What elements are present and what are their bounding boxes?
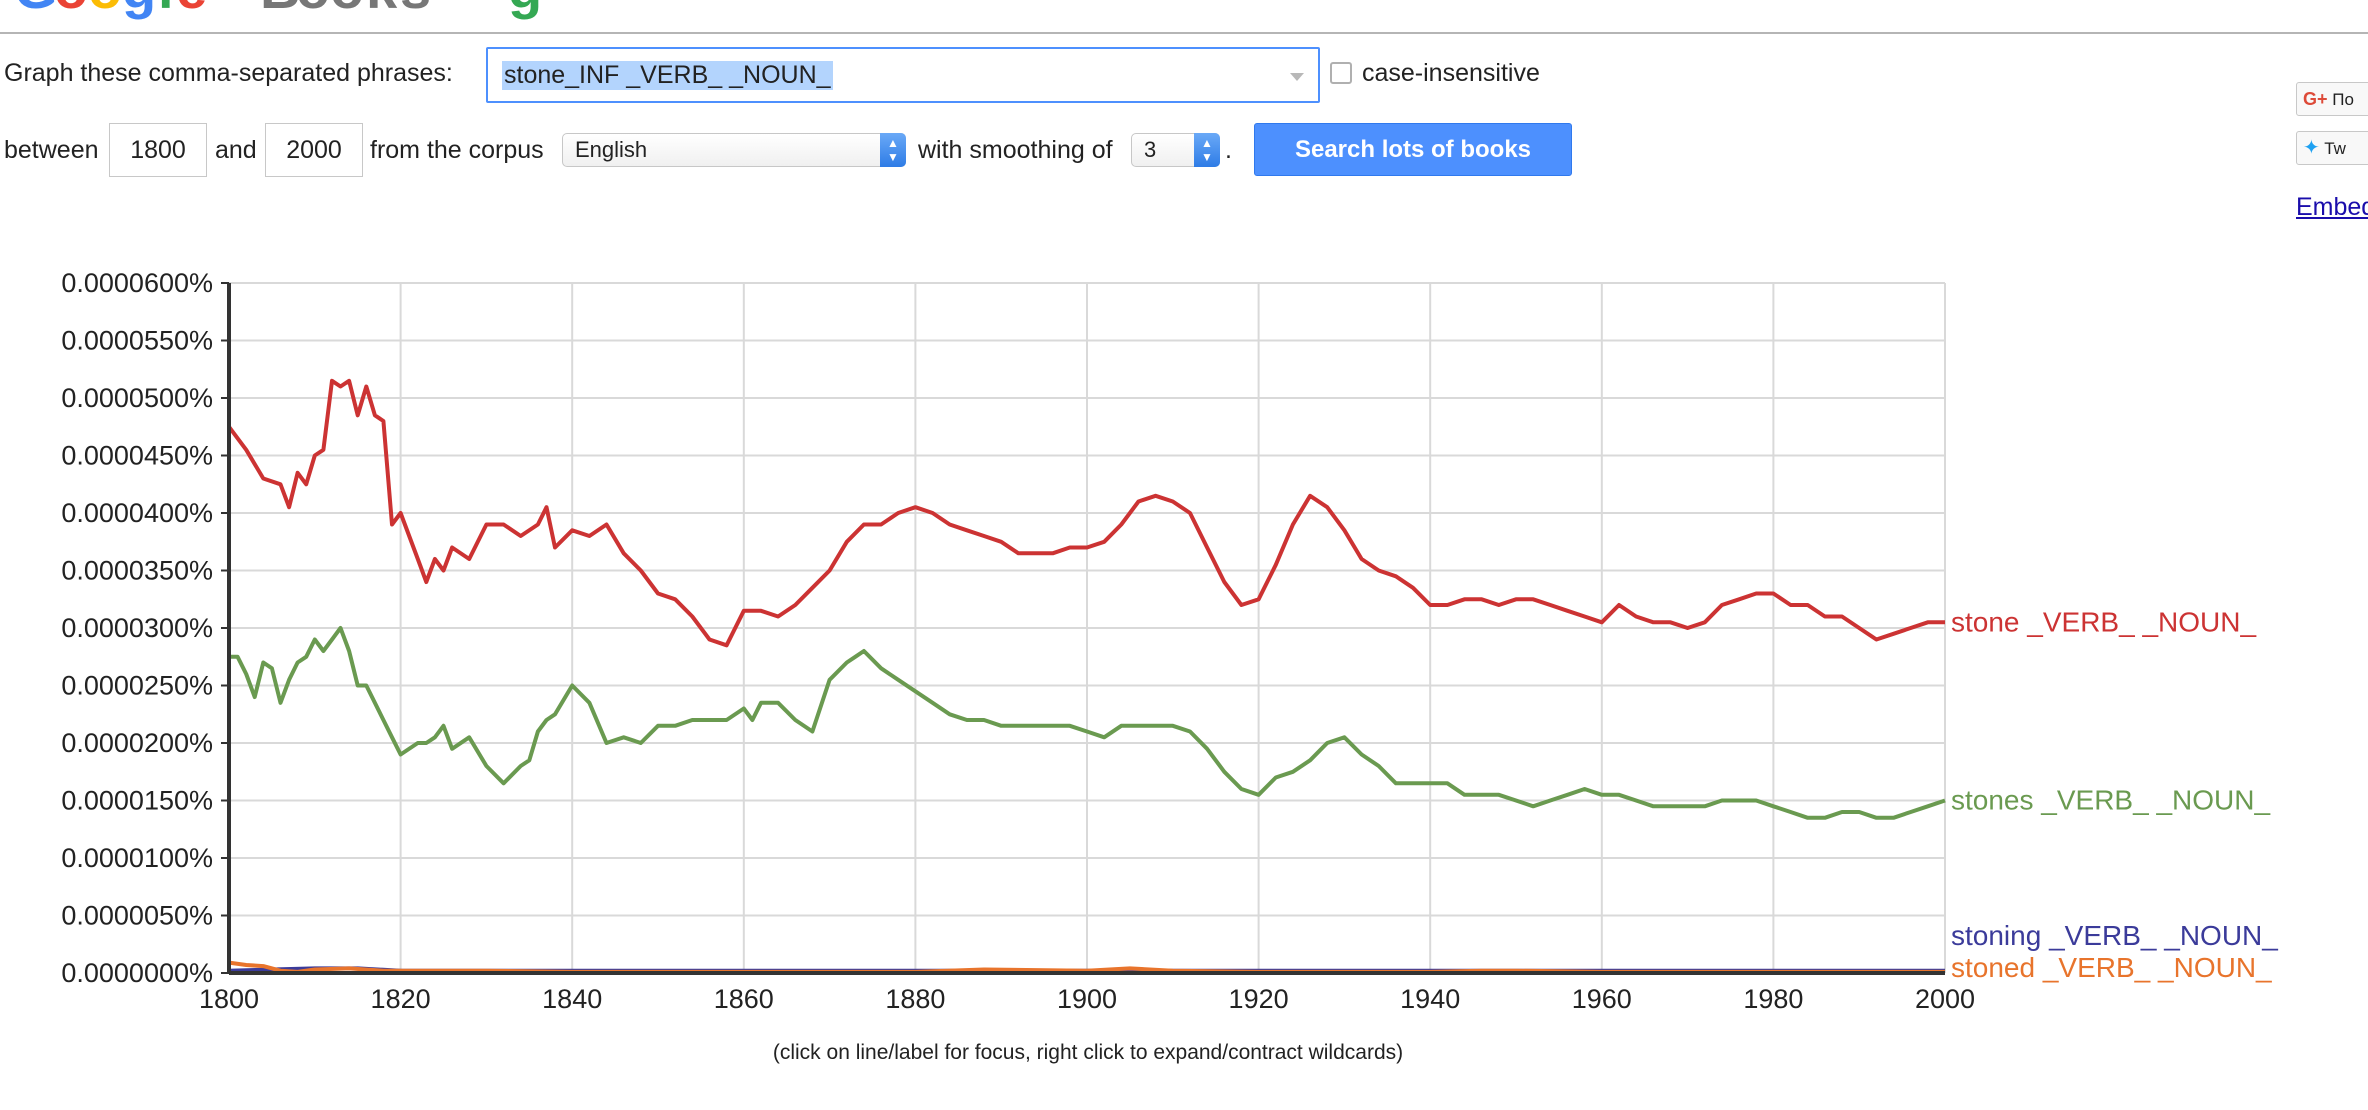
phrases-input[interactable]: stone_INF _VERB_ _NOUN_ — [486, 47, 1320, 103]
embed-link[interactable]: Embed — [2296, 193, 2368, 221]
corpus-select[interactable]: English ▲ ▼ — [562, 133, 906, 167]
end-year-input[interactable]: 2000 — [265, 123, 363, 177]
x-tick-label: 1800 — [199, 984, 259, 1014]
stones-series-line[interactable] — [229, 626, 1946, 820]
chart-footnote: (click on line/label for focus, right cl… — [772, 1041, 1404, 1064]
period-text: . — [1225, 136, 1232, 164]
chevron-down-icon[interactable] — [1290, 73, 1304, 81]
y-tick-label: 0.0000250% — [61, 671, 213, 701]
google-books-logo[interactable]: G o o g l e B o o k s g — [0, 0, 620, 22]
y-tick-label: 0.0000600% — [61, 268, 213, 298]
x-tick-label: 2000 — [1915, 984, 1975, 1014]
twitter-bird-icon: ✦ — [2303, 137, 2320, 159]
y-tick-label: 0.0000300% — [61, 613, 213, 643]
case-insensitive-checkbox[interactable] — [1330, 62, 1352, 84]
case-insensitive-label[interactable]: case-insensitive — [1362, 59, 1540, 87]
y-tick-label: 0.0000500% — [61, 383, 213, 413]
ngram-chart[interactable]: 1800 1820 1840 1860 1880 1900 1920 1940 1960 1980… — [0, 255, 2368, 1025]
header-divider — [0, 32, 2368, 34]
stoned-series-label[interactable]: stoned _VERB_ _NOUN_ — [1951, 952, 2272, 983]
stone-series-label[interactable]: stone _VERB_ _NOUN_ — [1951, 606, 2256, 637]
stone-series-line[interactable] — [227, 378, 1945, 648]
phrases-label: Graph these comma-separated phrases: — [4, 59, 453, 87]
between-label: between — [4, 136, 99, 164]
x-tick-label: 1980 — [1743, 984, 1803, 1014]
y-tick-label: 0.0000350% — [61, 556, 213, 586]
x-tick-label: 1820 — [371, 984, 431, 1014]
y-tick-label: 0.0000000% — [61, 958, 213, 988]
corpus-select-value: English — [575, 137, 648, 162]
twitter-share-label: Tw — [2324, 139, 2346, 158]
phrases-input-value: stone_INF _VERB_ _NOUN_ — [502, 61, 833, 90]
smoothing-label: with smoothing of — [918, 136, 1113, 164]
x-tick-label: 1920 — [1229, 984, 1289, 1014]
x-tick-label: 1940 — [1400, 984, 1460, 1014]
and-label: and — [215, 136, 257, 164]
y-tick-label: 0.0000550% — [61, 326, 213, 356]
stoning-series-label[interactable]: stoning _VERB_ _NOUN_ — [1951, 920, 2278, 951]
select-arrows-icon[interactable]: ▲ ▼ — [880, 133, 906, 167]
y-tick-label: 0.0000050% — [61, 901, 213, 931]
gplus-share-button[interactable]: G+ По — [2296, 82, 2368, 116]
stones-series-label[interactable]: stones _VERB_ _NOUN_ — [1951, 785, 2270, 816]
twitter-share-button[interactable]: ✦ Tw — [2296, 131, 2368, 165]
chart-series-labels: stone _VERB_ _NOUN_stones _VERB_ _NOUN_s… — [1951, 606, 2278, 983]
corpus-label: from the corpus — [370, 136, 544, 164]
smoothing-select-value: 3 — [1144, 137, 1157, 162]
x-tick-label: 1860 — [714, 984, 774, 1014]
y-tick-label: 0.0000450% — [61, 441, 213, 471]
x-tick-label: 1900 — [1057, 984, 1117, 1014]
gplus-icon: G+ — [2303, 89, 2328, 109]
select-arrows-icon[interactable]: ▲ ▼ — [1194, 133, 1220, 167]
y-tick-label: 0.0000200% — [61, 728, 213, 758]
y-tick-label: 0.0000100% — [61, 843, 213, 873]
search-button[interactable]: Search lots of books — [1254, 123, 1572, 176]
x-tick-label: 1840 — [542, 984, 602, 1014]
x-tick-label: 1880 — [885, 984, 945, 1014]
gplus-share-label: По — [2332, 90, 2354, 109]
y-tick-label: 0.0000150% — [61, 786, 213, 816]
x-tick-label: 1960 — [1572, 984, 1632, 1014]
start-year-input[interactable]: 1800 — [109, 123, 207, 177]
smoothing-select[interactable]: 3 ▲ ▼ — [1131, 133, 1220, 167]
chart-axes: 1800 1820 1840 1860 1880 1900 1920 1940 1960 1980… — [61, 268, 1975, 1014]
y-tick-label: 0.0000400% — [61, 498, 213, 528]
